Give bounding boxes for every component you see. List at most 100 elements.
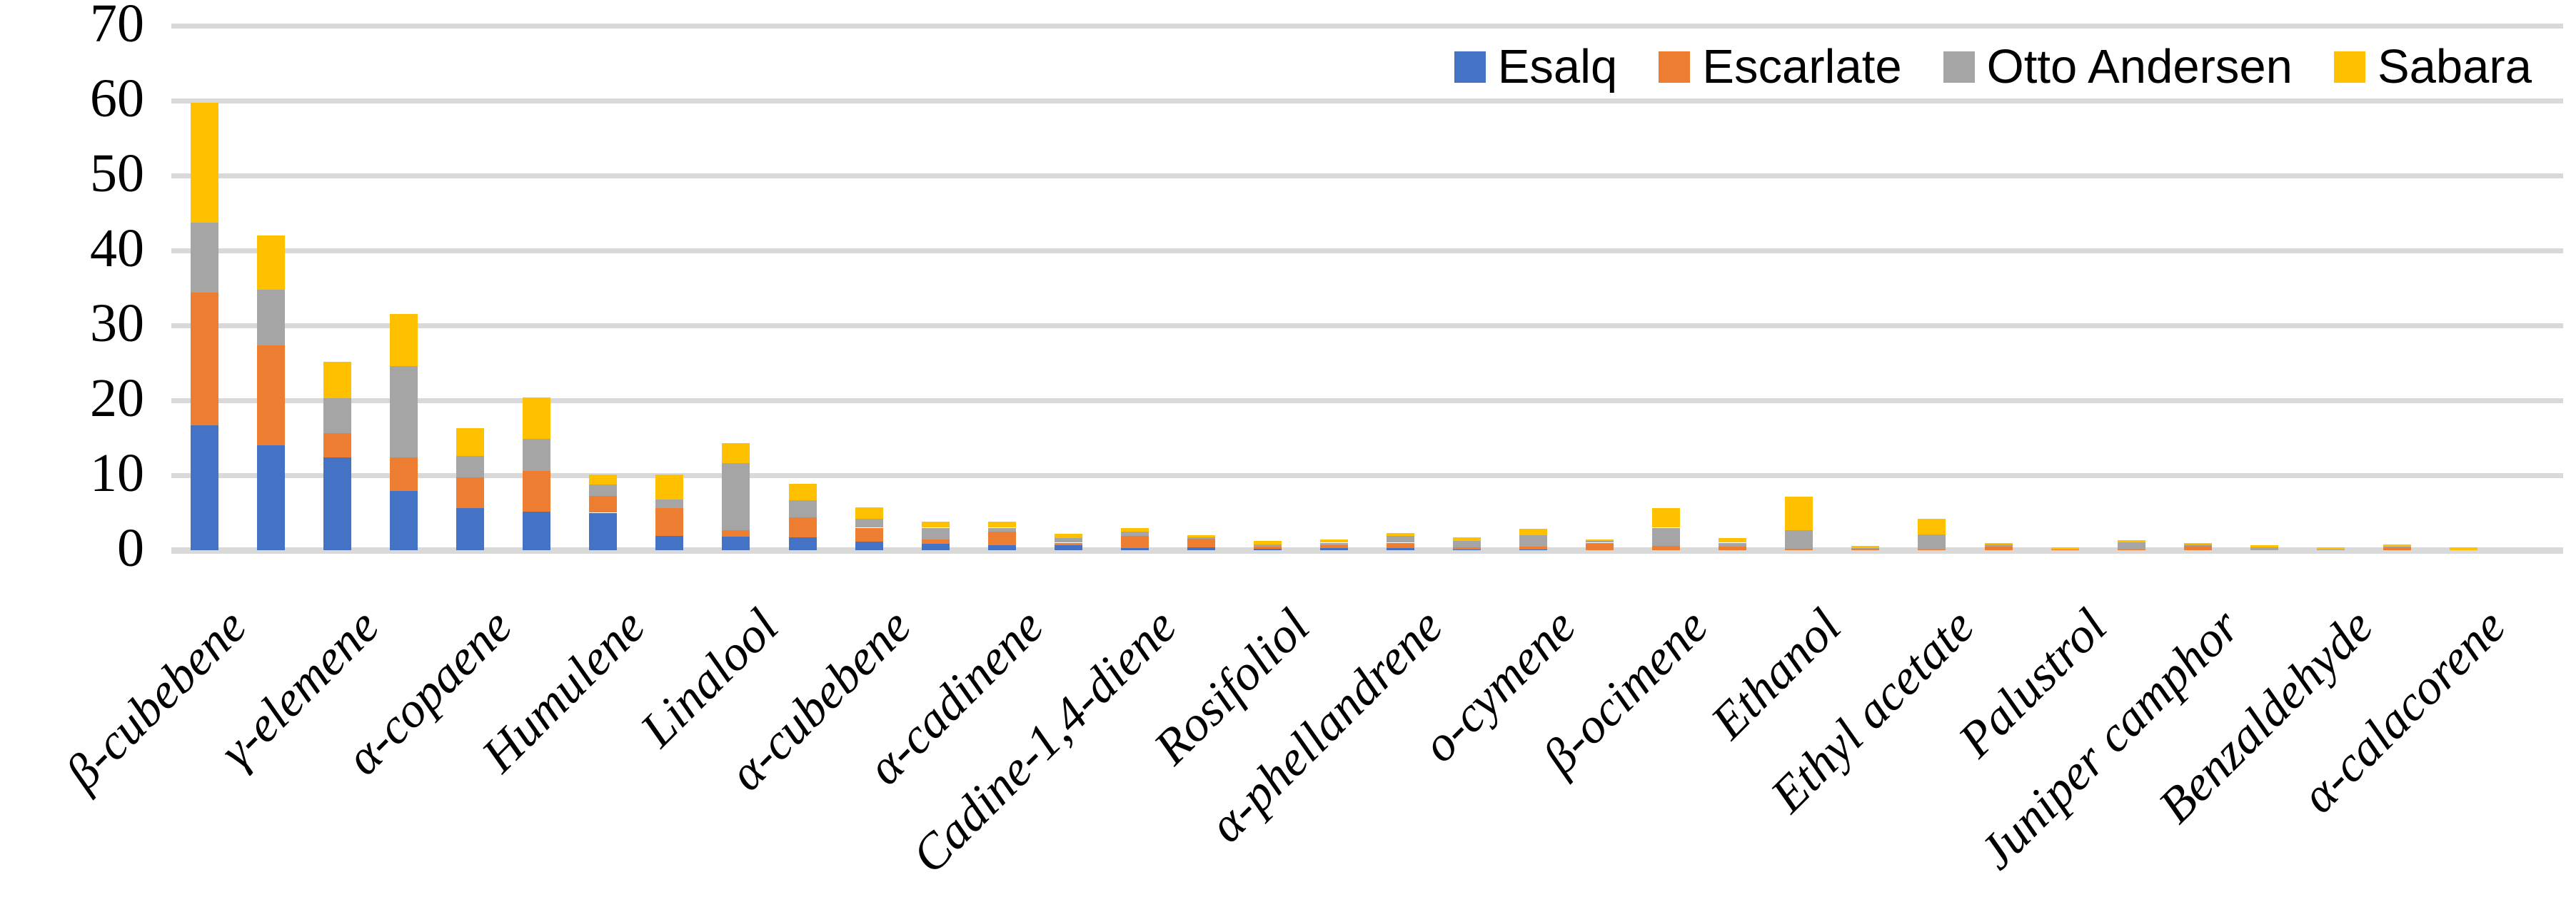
bar-segment-escarlate	[788, 517, 817, 538]
bar-segment-esalq	[1453, 549, 1481, 550]
bar-segment-escarlate	[2051, 549, 2079, 550]
bar-segment-esalq	[1319, 547, 1348, 550]
bar-segment-otto-andersen	[1253, 544, 1282, 547]
bar-segment-otto-andersen	[2117, 542, 2145, 550]
bar-segment-otto-andersen	[788, 500, 817, 517]
bar-segment-escarlate	[1851, 548, 1880, 550]
bar-segment-sabara	[2183, 542, 2212, 545]
bar-segment-otto-andersen	[1453, 541, 1481, 547]
bar-segment-sabara	[2051, 547, 2079, 549]
bar-segment-otto-andersen	[855, 518, 883, 528]
y-axis-tick-label: 0	[117, 517, 144, 578]
bar-segment-escarlate	[1187, 539, 1215, 547]
bar-segment-otto-andersen	[1120, 531, 1149, 537]
bar-segment-escarlate	[456, 477, 485, 509]
bar-segment-escarlate	[257, 345, 286, 445]
bar-segment-escarlate	[1054, 542, 1082, 545]
bar-segment-sabara	[1054, 533, 1082, 539]
bar-segment-otto-andersen	[589, 484, 618, 497]
bar-segment-sabara	[456, 427, 485, 456]
legend-label: Sabara	[2377, 40, 2532, 93]
bar-segment-esalq	[390, 491, 418, 550]
bar-segment-otto-andersen	[722, 463, 750, 530]
bar-segment-esalq	[1054, 544, 1082, 550]
bar-segment-escarlate	[1719, 546, 1747, 550]
bar-segment-otto-andersen	[2316, 549, 2345, 550]
legend-item-esalq: Esalq	[1454, 40, 1618, 93]
bar-segment-sabara	[2250, 545, 2278, 547]
bar-segment-escarlate	[1120, 536, 1149, 548]
bar-segment-otto-andersen	[2383, 546, 2411, 548]
y-axis-tick-label: 40	[90, 218, 144, 278]
bar-segment-sabara	[1918, 518, 1946, 535]
gridline-y-50	[171, 173, 2563, 178]
bar-segment-esalq	[1387, 547, 1415, 550]
bar-segment-esalq	[191, 425, 219, 550]
bar-segment-sabara	[921, 522, 950, 528]
bar-segment-esalq	[788, 537, 817, 550]
bar-segment-sabara	[1387, 532, 1415, 537]
bar-segment-sabara	[722, 442, 750, 464]
bar-segment-esalq	[456, 508, 485, 550]
bar-segment-sabara	[1253, 541, 1282, 544]
bar-segment-otto-andersen	[987, 527, 1016, 532]
gridline-y-40	[171, 248, 2563, 253]
bar-segment-sabara	[589, 474, 618, 485]
bar-segment-escarlate	[1519, 546, 1548, 549]
y-axis-tick-label: 10	[90, 442, 144, 503]
bar-segment-escarlate	[722, 530, 750, 537]
bar-segment-otto-andersen	[1586, 541, 1614, 543]
bar-segment-esalq	[1187, 547, 1215, 550]
bar-segment-escarlate	[1586, 542, 1614, 550]
legend-color-swatch-icon	[1454, 51, 1486, 83]
legend-label: Esalq	[1497, 40, 1618, 93]
bar-segment-escarlate	[2117, 549, 2145, 550]
legend-label: Escarlate	[1702, 40, 1902, 93]
bar-segment-sabara	[1785, 497, 1813, 530]
bar-segment-otto-andersen	[1319, 542, 1348, 545]
bar-segment-sabara	[390, 314, 418, 366]
bar-segment-otto-andersen	[456, 455, 485, 478]
bar-segment-escarlate	[1453, 547, 1481, 550]
bar-segment-esalq	[855, 542, 883, 550]
bar-segment-escarlate	[2183, 546, 2212, 550]
bar-segment-sabara	[855, 507, 883, 519]
bar-segment-sabara	[1984, 542, 2013, 545]
y-axis-tick-label: 20	[90, 368, 144, 428]
gridline-y-10	[171, 473, 2563, 478]
bar-segment-otto-andersen	[2250, 547, 2278, 550]
bar-segment-esalq	[1253, 548, 1282, 550]
bar-segment-escarlate	[921, 539, 950, 544]
legend-item-otto-andersen: Otto Andersen	[1943, 43, 2293, 91]
gridline-y-20	[171, 398, 2563, 403]
bar-segment-otto-andersen	[257, 289, 286, 346]
bar-segment-sabara	[2316, 547, 2345, 549]
bar-segment-otto-andersen	[1785, 530, 1813, 549]
bar-segment-sabara	[788, 483, 817, 500]
bar-segment-sabara	[987, 522, 1016, 528]
bar-segment-escarlate	[589, 496, 618, 513]
bar-segment-esalq	[1120, 547, 1149, 550]
bar-segment-escarlate	[1918, 549, 1946, 550]
bar-segment-otto-andersen	[191, 223, 219, 293]
bar-segment-escarlate	[523, 470, 551, 512]
bar-segment-esalq	[655, 536, 684, 550]
bar-segment-escarlate	[191, 292, 219, 425]
legend-color-swatch-icon	[2333, 51, 2365, 83]
bar-segment-otto-andersen	[2183, 544, 2212, 547]
bar-segment-escarlate	[655, 508, 684, 537]
bar-segment-otto-andersen	[921, 527, 950, 540]
bar-segment-escarlate	[1984, 546, 2013, 550]
bar-segment-escarlate	[987, 531, 1016, 545]
bar-segment-esalq	[257, 445, 286, 550]
bar-segment-otto-andersen	[1187, 537, 1215, 539]
legend-item-escarlate: Escarlate	[1659, 40, 1902, 93]
bar-segment-sabara	[2383, 544, 2411, 547]
bar-segment-sabara	[1586, 539, 1614, 542]
bar-segment-escarlate	[1319, 544, 1348, 548]
bar-segment-sabara	[257, 235, 286, 290]
bar-segment-sabara	[1120, 527, 1149, 532]
bar-segment-sabara	[1851, 545, 1880, 548]
bar-segment-otto-andersen	[1387, 536, 1415, 543]
